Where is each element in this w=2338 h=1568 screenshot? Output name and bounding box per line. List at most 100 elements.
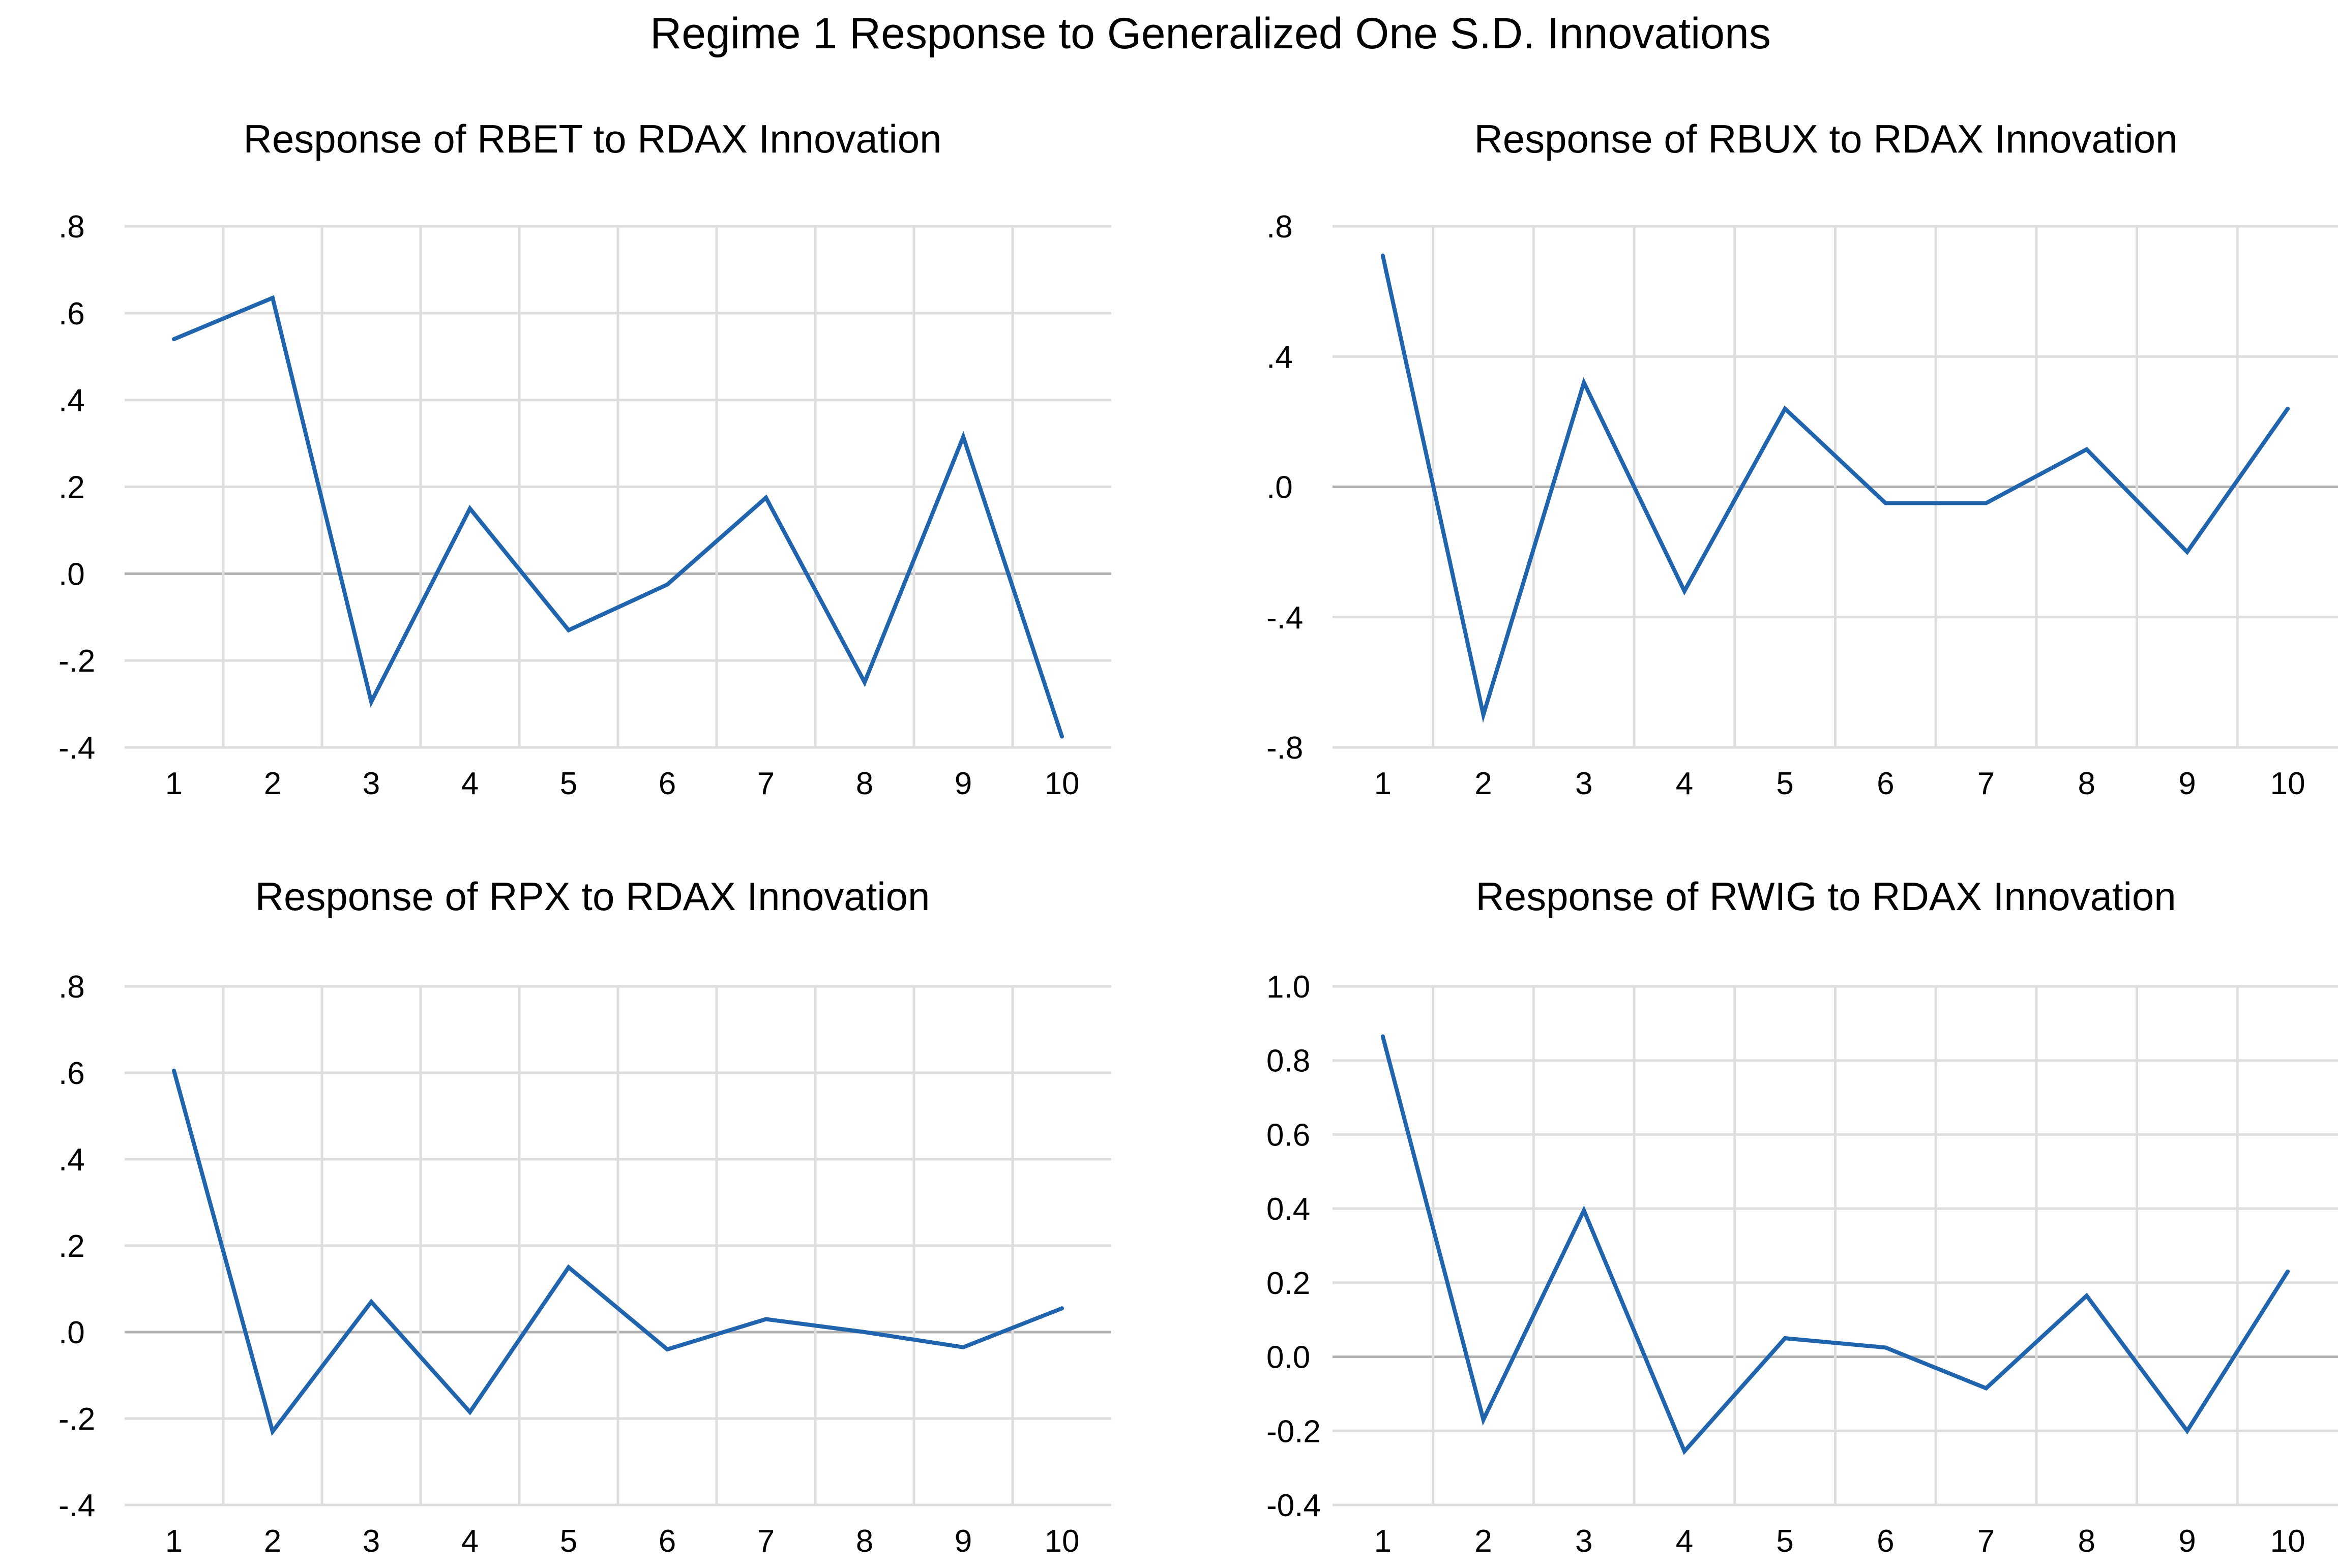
- data-point: [2084, 447, 2089, 451]
- series-line-rpx: [172, 1070, 1063, 1436]
- data-point: [961, 1345, 965, 1349]
- x-tick-label: 8: [856, 766, 873, 801]
- series-line-rbet: [173, 295, 1064, 737]
- x-tick-label: 1: [165, 766, 183, 801]
- x-tick-label: 8: [2078, 766, 2095, 801]
- x-tick-label: 10: [2270, 1524, 2305, 1559]
- data-point: [172, 1068, 176, 1073]
- x-tick-label: 2: [1474, 766, 1492, 801]
- data-point: [1380, 1034, 1385, 1039]
- x-tick-label: 9: [955, 1524, 972, 1559]
- chart-panel-3: Response of RPX to RDAX Innovation .8 .6 .4…: [58, 874, 1111, 1559]
- y-tick-label: .8: [58, 209, 85, 245]
- data-point: [2185, 550, 2189, 554]
- panel-title: Response of RBET to RDAX Innovation: [244, 116, 942, 161]
- y-tick-label: -.8: [1266, 731, 1303, 766]
- x-tick-label: 1: [1374, 1524, 1392, 1559]
- x-tick-label: 2: [264, 1524, 281, 1559]
- y-tick-label: .6: [58, 1056, 85, 1091]
- x-tick-label: 10: [1045, 766, 1080, 801]
- x-tick-label: 4: [1676, 766, 1693, 801]
- x-tick-label: 6: [1877, 1524, 1894, 1559]
- x-tick-label: 6: [659, 1524, 676, 1559]
- data-point: [271, 295, 275, 300]
- data-point: [369, 700, 373, 704]
- y-tick-label: 0.6: [1266, 1118, 1310, 1153]
- x-tick-label: 4: [461, 766, 479, 801]
- y-tick-label: .8: [58, 970, 85, 1005]
- y-tick-label: .2: [58, 1229, 85, 1264]
- figure-title: Regime 1 Response to Generalized One S.D…: [650, 9, 1771, 58]
- x-tick-label: 3: [1575, 766, 1592, 801]
- y-tick-label: .8: [1266, 209, 1293, 245]
- y-tick-label: -.4: [58, 1488, 95, 1523]
- data-point: [863, 680, 867, 684]
- data-point: [1380, 253, 1385, 258]
- x-tick-label: 5: [560, 1524, 577, 1559]
- data-point: [1682, 589, 1686, 593]
- x-tick-label: 6: [659, 766, 676, 801]
- y-tick-label: -.4: [1266, 600, 1303, 636]
- x-tick-label: 3: [363, 766, 380, 801]
- x-tick-label: 10: [1045, 1524, 1080, 1559]
- y-tick-label: -.2: [58, 644, 95, 679]
- data-point: [764, 495, 768, 500]
- data-point: [1783, 1336, 1787, 1341]
- y-tick-label: -.4: [58, 731, 95, 766]
- data-point: [863, 1330, 867, 1334]
- panel-title: Response of RBUX to RDAX Innovation: [1474, 116, 2177, 161]
- data-point: [1060, 734, 1064, 739]
- data-point: [468, 506, 472, 511]
- y-tick-label: .4: [58, 383, 85, 418]
- y-tick-label: 1.0: [1266, 970, 1310, 1005]
- data-point: [1582, 1208, 1586, 1213]
- x-tick-label: 9: [2178, 766, 2196, 801]
- data-point: [1984, 1386, 1989, 1391]
- x-tick-label: 6: [1877, 766, 1894, 801]
- chart-panels: Response of RBET to RDAX Innovation .8 .6.…: [58, 116, 2338, 1559]
- y-tick-label: 0.0: [1266, 1340, 1310, 1375]
- x-tick-label: 7: [757, 766, 775, 801]
- x-tick-label: 5: [560, 766, 577, 801]
- x-tick-label: 5: [1776, 1524, 1793, 1559]
- x-tick-label: 8: [2078, 1524, 2095, 1559]
- x-tick-label: 7: [1977, 1524, 1995, 1559]
- x-tick-label: 7: [1977, 766, 1995, 801]
- data-point: [764, 1317, 768, 1321]
- panel-title: Response of RWIG to RDAX Innovation: [1475, 874, 2176, 919]
- series-line-rwig: [1380, 1036, 2290, 1455]
- x-tick-label: 4: [461, 1524, 479, 1559]
- data-point: [1481, 712, 1486, 717]
- x-tick-label: 1: [165, 1524, 183, 1559]
- x-tick-label: 8: [856, 1524, 873, 1559]
- y-tick-label: .4: [1266, 340, 1293, 375]
- data-point: [2084, 1293, 2089, 1298]
- x-tick-label: 10: [2270, 766, 2305, 801]
- x-tick-label: 9: [955, 766, 972, 801]
- y-tick-label: .6: [58, 296, 85, 331]
- y-tick-label: -0.4: [1266, 1488, 1321, 1523]
- series-line-rbux: [1380, 255, 2290, 723]
- data-point: [1682, 1449, 1686, 1454]
- data-point: [1481, 1418, 1486, 1422]
- data-point: [1883, 1345, 1888, 1350]
- x-tick-label: 5: [1776, 766, 1793, 801]
- x-tick-label: 3: [1575, 1524, 1592, 1559]
- y-tick-label: .2: [58, 470, 85, 505]
- data-point: [2286, 1270, 2290, 1274]
- data-point: [567, 628, 571, 632]
- x-tick-label: 7: [757, 1524, 775, 1559]
- data-point: [2185, 1429, 2189, 1433]
- y-tick-label: -.2: [58, 1402, 95, 1437]
- y-tick-label: .4: [58, 1142, 85, 1178]
- y-tick-label: .0: [58, 557, 85, 592]
- y-tick-label: .0: [58, 1315, 85, 1350]
- x-tick-label: 9: [2178, 1524, 2196, 1559]
- chart-panel-1: Response of RBET to RDAX Innovation .8 .6.…: [58, 116, 1111, 801]
- chart-panel-2: Response of RBUX to RDAX Innovation .8 .4.…: [1266, 116, 2338, 801]
- y-tick-label: 0.2: [1266, 1266, 1310, 1301]
- data-point: [665, 582, 669, 587]
- x-tick-label: 2: [1474, 1524, 1492, 1559]
- y-tick-label: 0.8: [1266, 1044, 1310, 1079]
